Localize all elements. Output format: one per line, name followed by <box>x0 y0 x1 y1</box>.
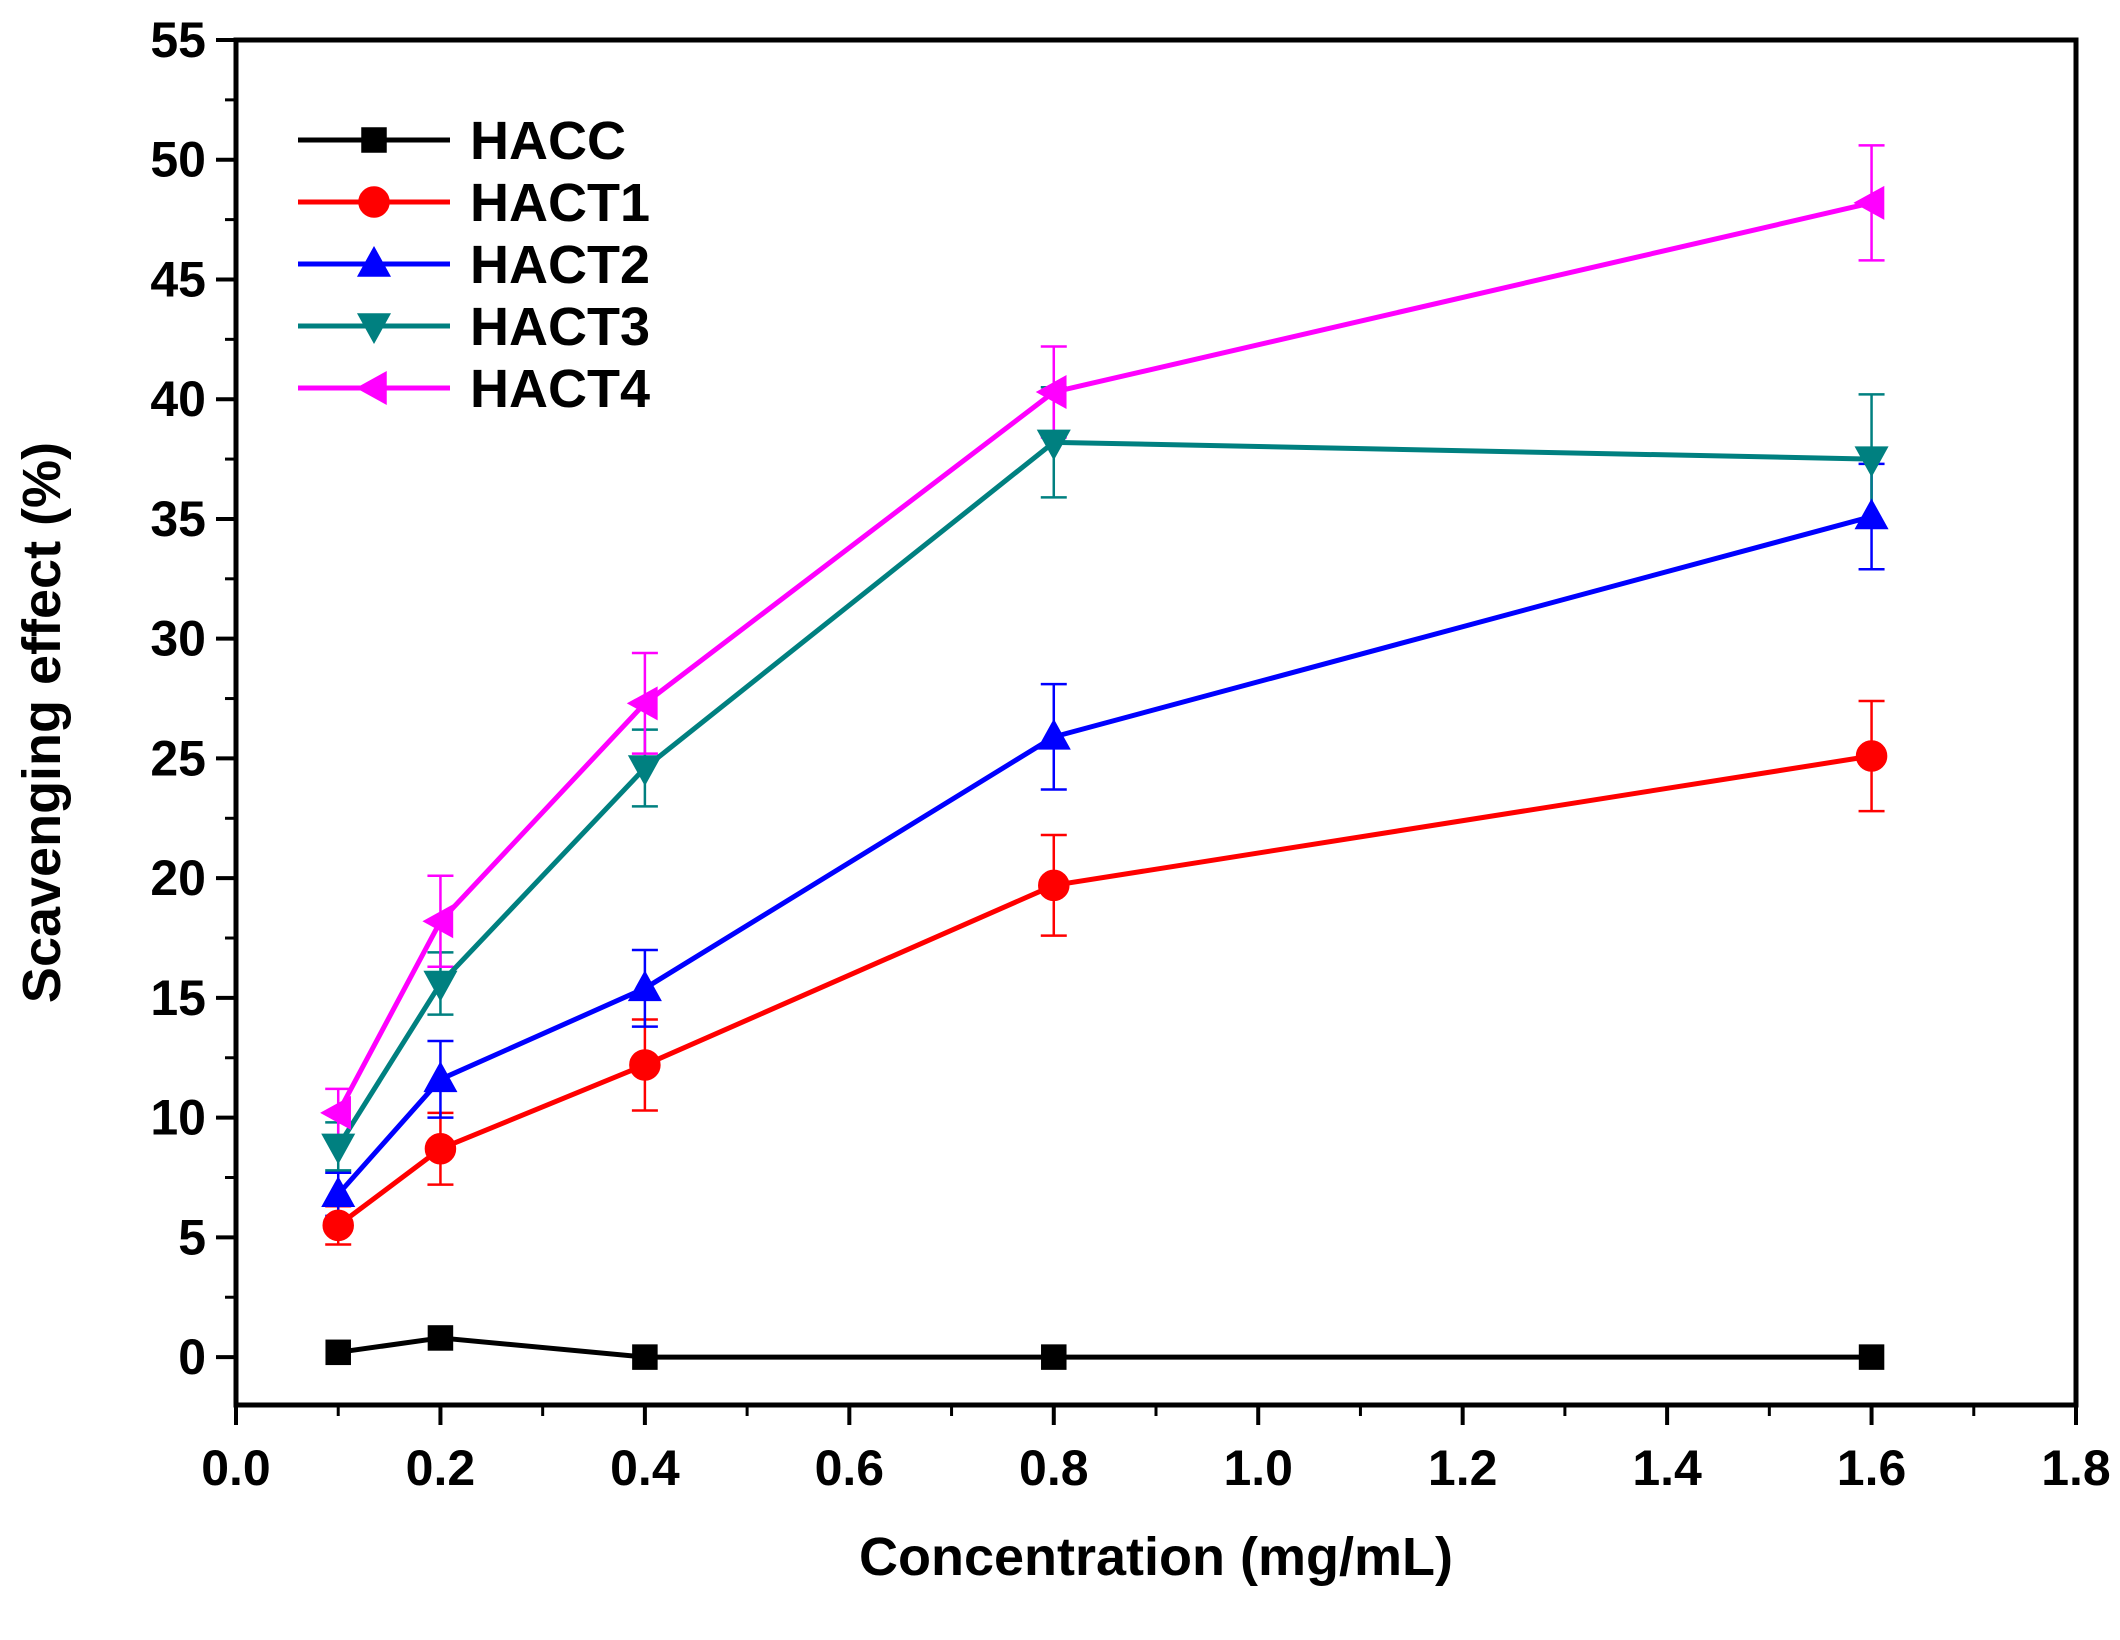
data-point-hact1 <box>322 1209 354 1242</box>
y-tick-label: 20 <box>150 850 206 906</box>
legend-marker-hacc <box>361 127 387 153</box>
legend-marker-hact4 <box>355 370 387 406</box>
y-tick-label: 45 <box>150 251 206 307</box>
data-point-hact2 <box>1854 498 1889 530</box>
data-point-hact3 <box>423 970 458 1002</box>
data-point-hacc <box>632 1344 658 1370</box>
data-point-hacc <box>427 1325 454 1351</box>
y-tick-label: 30 <box>150 611 206 667</box>
x-axis-ticks: 0.0 0.2 0.4 0.6 0.8 1.0 1.2 1.4 1.6 1.8 <box>201 1405 2111 1496</box>
x-tick-label: 1.2 <box>1428 1440 1498 1496</box>
y-tick-label: 25 <box>150 730 206 786</box>
data-point-hact1 <box>424 1133 457 1165</box>
legend-label-hact2: HACT2 <box>470 235 650 295</box>
x-tick-label: 0.0 <box>201 1440 271 1496</box>
data-point-hact4 <box>320 1095 351 1130</box>
legend-label-hact1: HACT1 <box>470 173 650 233</box>
x-tick-label: 0.6 <box>815 1440 885 1496</box>
legend-marker-hact1 <box>358 186 390 218</box>
y-tick-label: 10 <box>150 1090 206 1146</box>
data-point-hacc <box>1858 1344 1885 1370</box>
legend-label-hact3: HACT3 <box>470 297 650 357</box>
data-point-hact2 <box>1036 718 1071 750</box>
legend-marker-hact3 <box>356 313 392 345</box>
y-axis-ticks: 0 5 10 15 20 25 30 35 40 45 50 55 <box>150 12 236 1385</box>
data-point-hact1 <box>1038 869 1070 902</box>
legend-label-hacc: HACC <box>470 111 626 171</box>
data-point-hact4 <box>422 904 454 939</box>
x-tick-label: 1.4 <box>1632 1440 1702 1496</box>
legend-marker-hact2 <box>356 245 392 277</box>
data-point-hact4 <box>626 686 658 721</box>
data-point-hacc <box>1041 1344 1067 1370</box>
series-line-hact2 <box>336 514 1873 1196</box>
data-point-hact3 <box>321 1133 356 1165</box>
y-axis-label: Scavenging effect (%) <box>12 442 72 1003</box>
data-point-hact4 <box>1035 375 1067 410</box>
series-line-hact1 <box>336 753 1872 1228</box>
x-axis-label: Concentration (mg/mL) <box>859 1527 1453 1587</box>
x-tick-label: 1.0 <box>1223 1440 1293 1496</box>
series-line-hacc <box>337 1335 1872 1360</box>
y-tick-label: 5 <box>178 1209 206 1265</box>
y-tick-label: 35 <box>150 491 206 547</box>
x-tick-label: 1.6 <box>1837 1440 1907 1496</box>
x-tick-label: 0.8 <box>1019 1440 1089 1496</box>
data-point-hact3 <box>627 755 662 787</box>
data-point-hact3 <box>1036 429 1071 461</box>
y-tick-label: 50 <box>150 132 206 188</box>
markers-layer <box>320 185 1889 1370</box>
x-tick-label: 0.4 <box>610 1440 680 1496</box>
data-point-hact2 <box>423 1061 458 1093</box>
x-tick-label: 0.2 <box>406 1440 476 1496</box>
data-point-hact2 <box>321 1176 356 1208</box>
data-point-hact4 <box>1853 185 1885 220</box>
data-point-hact1 <box>1855 740 1888 772</box>
legend-label-hact4: HACT4 <box>470 359 650 419</box>
y-tick-label: 15 <box>150 970 206 1026</box>
y-tick-label: 40 <box>150 371 206 427</box>
data-point-hacc <box>325 1339 351 1366</box>
data-point-hact1 <box>629 1049 661 1081</box>
data-point-hact2 <box>627 970 662 1002</box>
y-tick-label: 0 <box>178 1329 206 1385</box>
x-tick-label: 1.8 <box>2041 1440 2111 1496</box>
data-point-hact3 <box>1854 446 1889 478</box>
y-tick-label: 55 <box>150 12 206 68</box>
